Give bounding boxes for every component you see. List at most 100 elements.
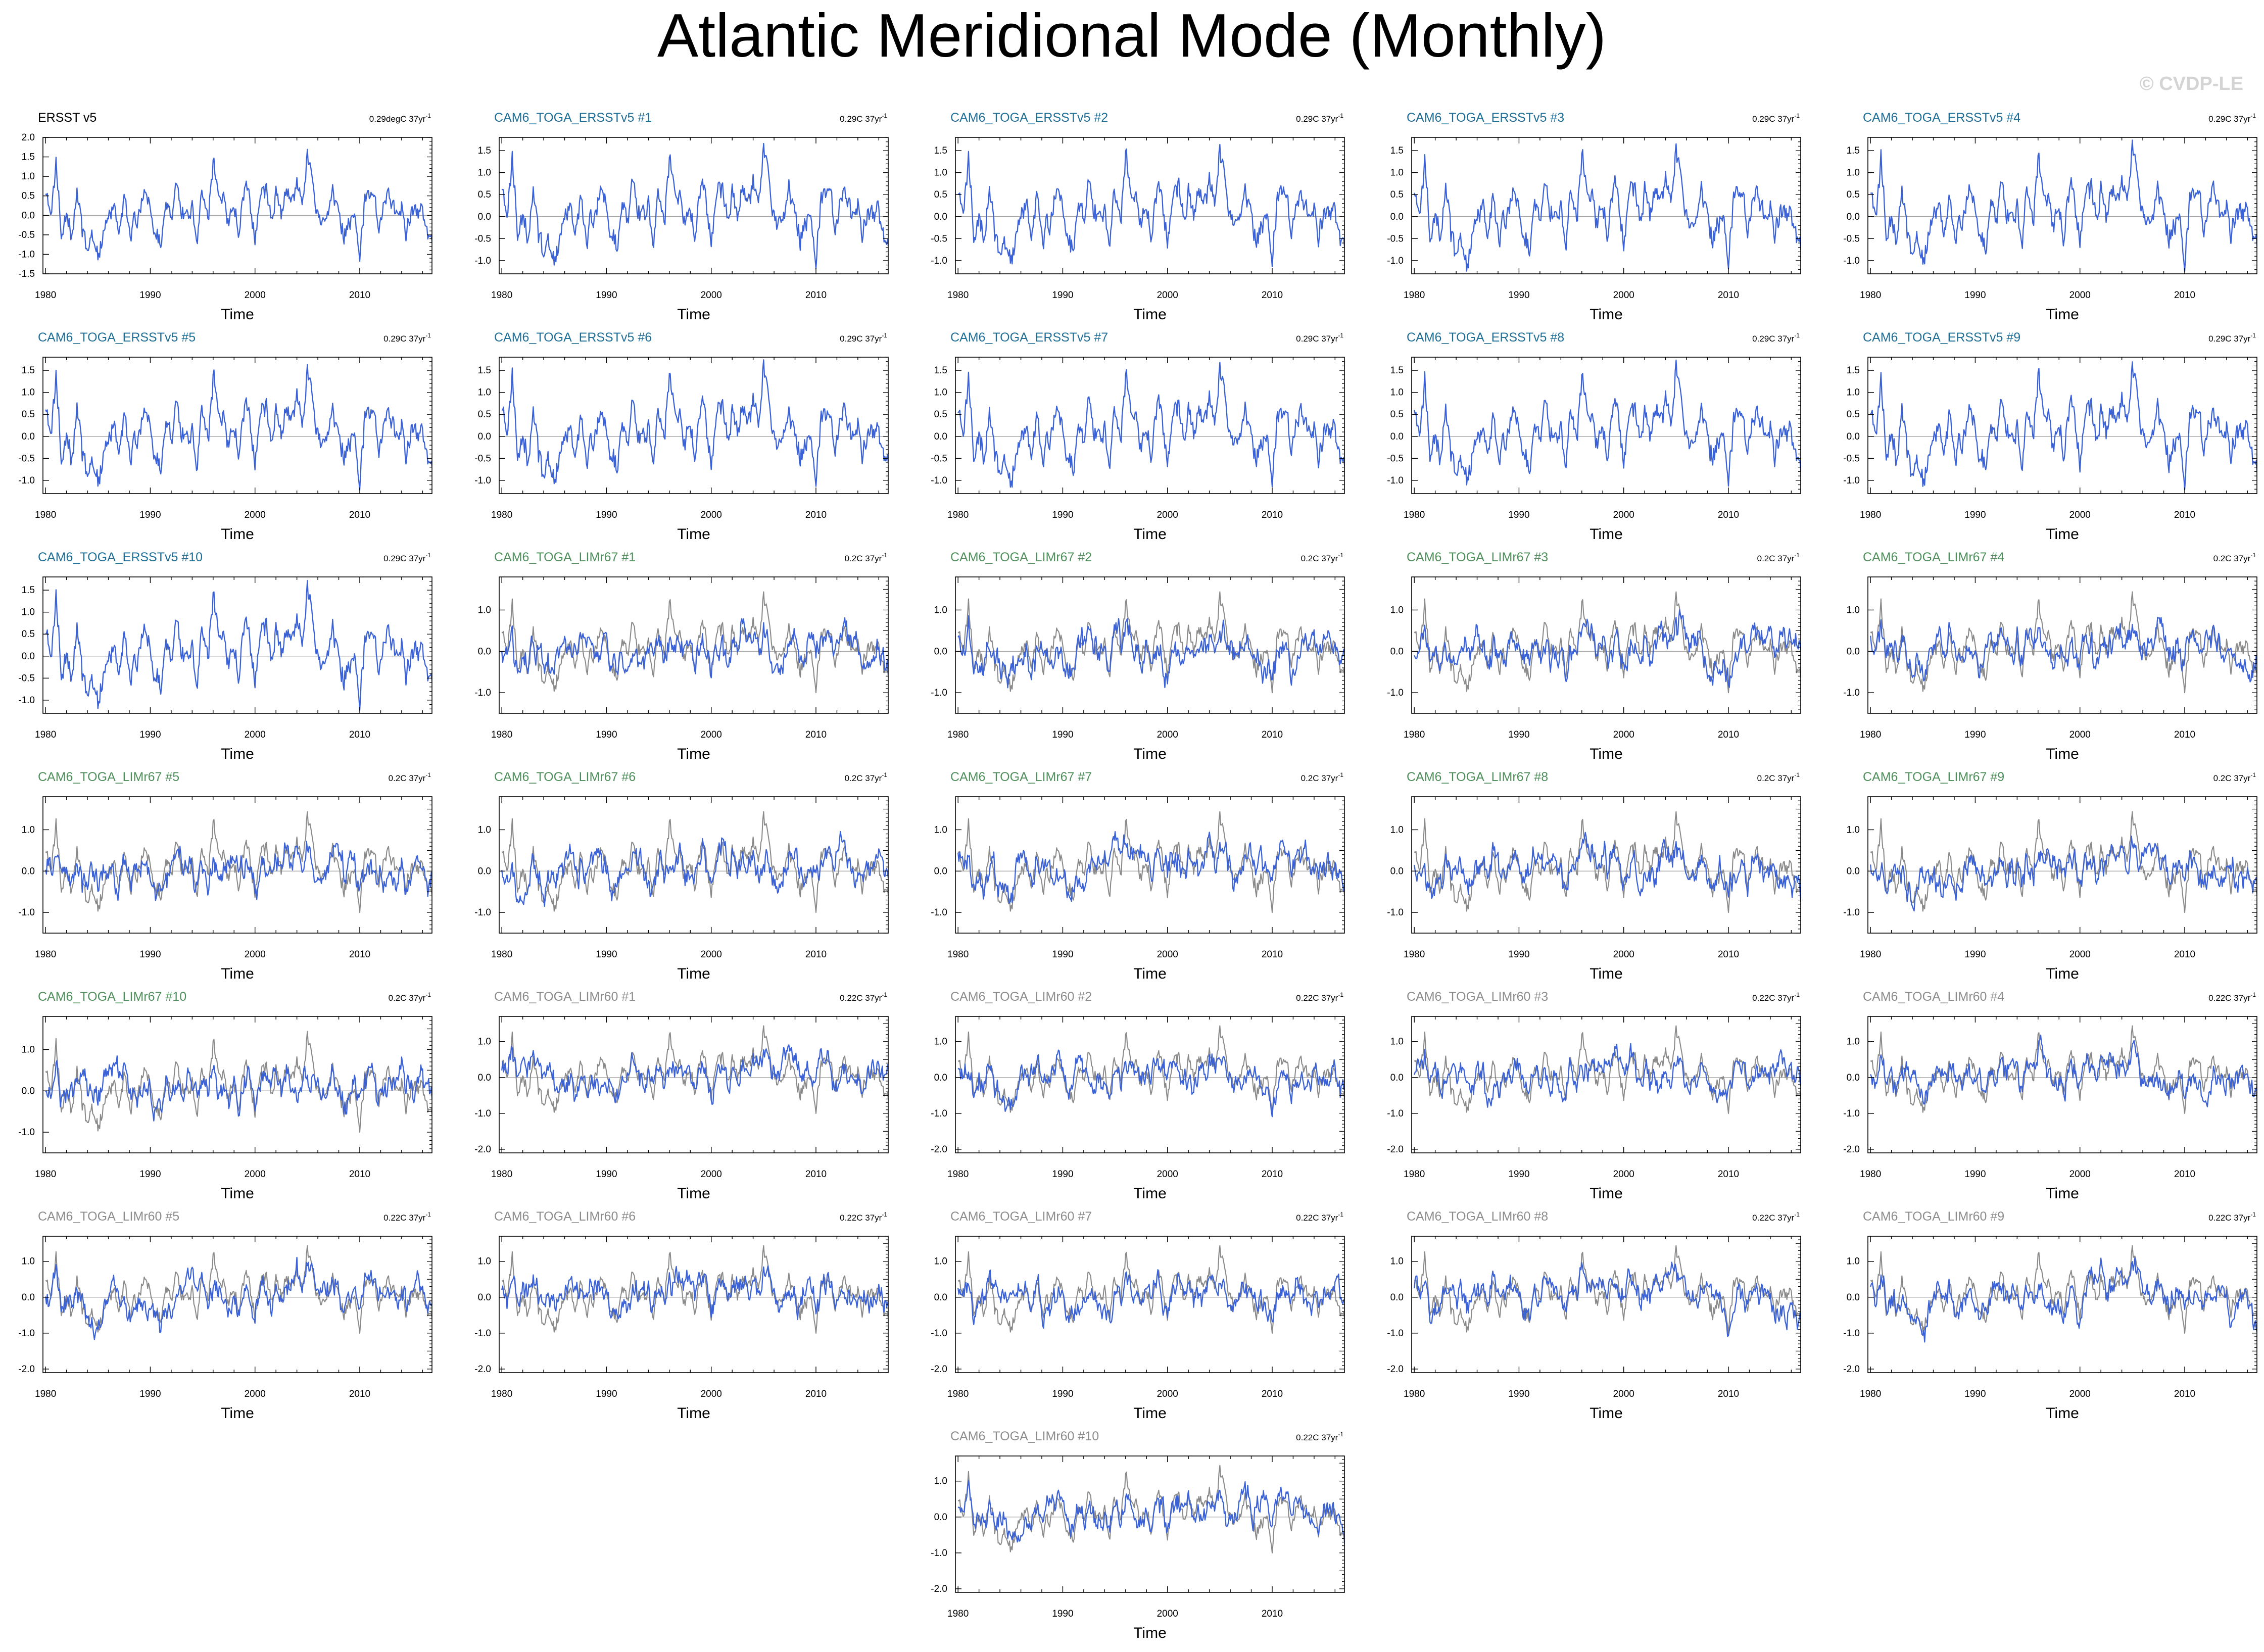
series-group [1870, 1245, 2257, 1343]
x-tick-label: 2000 [245, 1389, 266, 1399]
y-tick-label: 0.0 [1390, 431, 1404, 442]
series-group [1870, 1025, 2257, 1114]
panel: CAM6_TOGA_ERSSTv5 #8 0.29C 37yr-1 1980 1990… [1387, 330, 1801, 543]
x-tick-label: 2000 [1157, 1609, 1178, 1619]
panel-trend-label: 0.29C 37yr-1 [1296, 112, 1343, 124]
y-tick-label: 1.0 [934, 168, 947, 178]
series-group [1414, 1025, 1801, 1114]
y-tick-label: -0.5 [474, 233, 491, 244]
y-tick-label: 0.0 [478, 431, 491, 442]
y-tick-label: -2.0 [1843, 1364, 1860, 1375]
panel-title: CAM6_TOGA_LIMr67 #4 [1863, 550, 2004, 564]
x-tick-label: 1990 [596, 949, 617, 960]
trend-exponent: -1 [425, 112, 431, 119]
y-tick-label: 1.0 [934, 824, 947, 835]
y-tick-label: -0.5 [1387, 453, 1404, 464]
panel: ERSST v5 0.29degC 37yr-1 1980 1990 2000 2010 2… [18, 111, 432, 323]
y-tick-label: 0.0 [1847, 1073, 1860, 1083]
y-tick-label: 0.0 [1847, 646, 1860, 657]
trend-text: 0.29C 37yr [1752, 114, 1794, 124]
x-tick-label: 1990 [1508, 1169, 1529, 1180]
x-tick-label: 2000 [1613, 290, 1634, 301]
y-tick-label: -2.0 [931, 1364, 947, 1375]
series-group [957, 1025, 1344, 1117]
x-tick-label: 1980 [1860, 1389, 1881, 1399]
trend-exponent: -1 [1338, 1431, 1343, 1438]
panel: CAM6_TOGA_LIMr60 #1 0.22C 37yr-1 1980 1990 2… [474, 990, 889, 1202]
panel-trend-label: 0.2C 37yr-1 [1301, 771, 1344, 783]
y-tick-label: 0.0 [934, 646, 947, 657]
x-axis-label: Time [1133, 526, 1167, 543]
series-line-member [1870, 1257, 2257, 1343]
series-line-member [45, 580, 432, 711]
y-tick-label: 1.0 [1847, 605, 1860, 615]
panel-frame [42, 137, 432, 274]
x-tick-label: 2000 [701, 290, 722, 301]
x-axis-label: Time [1133, 1185, 1167, 1202]
series-line-observed [957, 811, 1344, 913]
x-tick-label: 2010 [349, 1169, 370, 1180]
y-tick-label: 0.0 [22, 866, 35, 877]
y-tick-label: 0.5 [22, 191, 35, 202]
series-line-member [45, 1256, 432, 1340]
x-tick-label: 2000 [1157, 290, 1178, 301]
y-tick-label: 1.5 [1847, 145, 1860, 156]
series-line-member [957, 615, 1344, 689]
y-tick-label: 0.0 [22, 431, 35, 442]
trend-text: 0.29C 37yr [383, 554, 425, 563]
x-tick-label: 1980 [1860, 730, 1881, 740]
y-tick-label: -1.0 [474, 688, 491, 698]
panel: CAM6_TOGA_ERSSTv5 #1 0.29C 37yr-1 1980 1990… [474, 111, 889, 323]
x-tick-label: 1990 [1508, 510, 1529, 520]
y-tick-label: -1.0 [931, 907, 947, 918]
x-axis-label: Time [221, 526, 254, 543]
x-axis-label: Time [2046, 965, 2079, 982]
panel: CAM6_TOGA_LIMr60 #2 0.22C 37yr-1 1980 1990 2… [931, 990, 1345, 1202]
trend-exponent: -1 [882, 112, 887, 119]
y-tick-label: 0.5 [1847, 189, 1860, 200]
series-group [45, 1031, 432, 1133]
trend-text: 0.22C 37yr [1296, 993, 1338, 1003]
y-tick-label: 1.0 [478, 387, 491, 398]
series-line-member [1414, 143, 1801, 272]
x-tick-label: 1980 [1860, 949, 1881, 960]
y-tick-label: -2.0 [474, 1364, 491, 1375]
x-tick-label: 2010 [2174, 730, 2195, 740]
panel-frame [955, 137, 1345, 274]
x-tick-label: 1980 [1404, 1389, 1425, 1399]
x-tick-label: 1980 [947, 1609, 969, 1619]
series-group [501, 1245, 888, 1334]
panel-frame [1867, 576, 2257, 714]
x-tick-label: 1980 [1860, 1169, 1881, 1180]
panel-trend-label: 0.29C 37yr-1 [840, 112, 887, 124]
y-tick-label: 1.5 [22, 365, 35, 376]
series-group [957, 1245, 1344, 1334]
panel-trend-label: 0.22C 37yr-1 [2208, 1211, 2256, 1223]
y-tick-label: 1.5 [478, 145, 491, 156]
y-tick-label: 0.0 [934, 1073, 947, 1083]
x-tick-label: 2010 [1718, 730, 1739, 740]
trend-exponent: -1 [425, 991, 431, 998]
x-tick-label: 2000 [1157, 1389, 1178, 1399]
y-tick-label: 1.0 [1390, 1037, 1404, 1047]
x-axis-label: Time [221, 1185, 254, 1202]
trend-text: 0.22C 37yr [840, 993, 882, 1003]
y-tick-label: 1.0 [1847, 1037, 1860, 1047]
x-axis-label: Time [221, 306, 254, 323]
y-tick-label: -1.0 [1843, 256, 1860, 266]
x-tick-label: 2000 [1613, 949, 1634, 960]
x-axis-label: Time [1589, 1405, 1623, 1422]
x-axis-label: Time [1133, 746, 1167, 762]
panel-title: CAM6_TOGA_ERSSTv5 #7 [950, 330, 1108, 345]
panel-trend-label: 0.22C 37yr-1 [1752, 1211, 1800, 1223]
y-tick-label: 0.5 [934, 409, 947, 420]
series-group [45, 1245, 432, 1340]
series-line-member [501, 1265, 888, 1320]
series-line-member [1870, 1034, 2257, 1107]
panel-frame [1411, 357, 1801, 494]
x-tick-label: 2000 [245, 949, 266, 960]
panel-trend-label: 0.29C 37yr-1 [2208, 112, 2256, 124]
y-tick-label: -0.5 [474, 453, 491, 464]
x-axis-label: Time [221, 965, 254, 982]
y-tick-label: -1.0 [474, 1328, 491, 1339]
